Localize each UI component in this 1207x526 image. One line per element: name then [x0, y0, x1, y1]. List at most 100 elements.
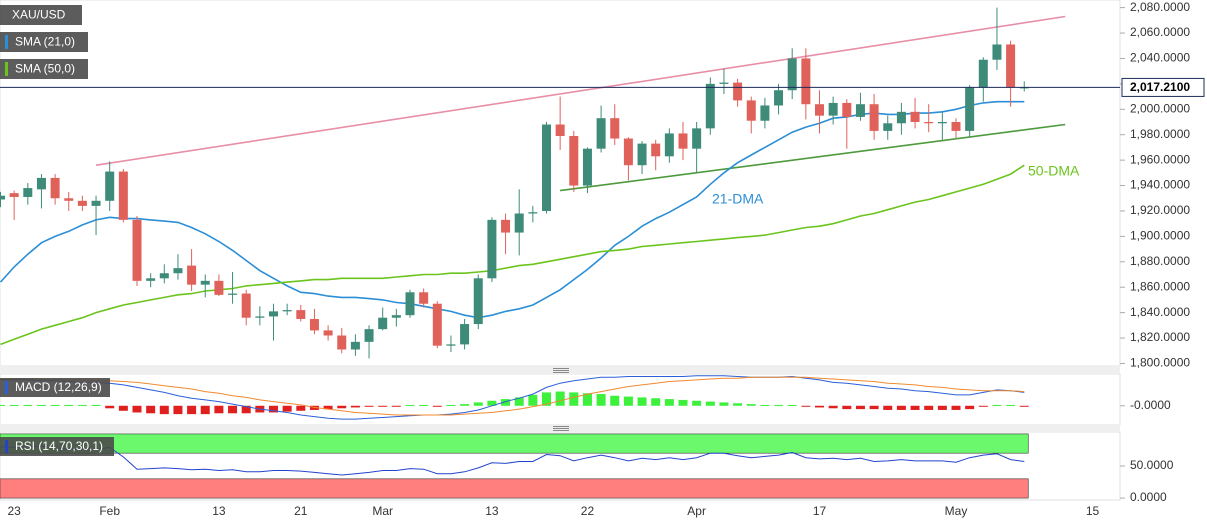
legend-box[interactable] [0, 5, 82, 25]
histogram-bar [842, 405, 852, 410]
legend-label: SMA (21,0) [15, 35, 75, 49]
y-tick-label: 2,080.0000 [1130, 0, 1190, 14]
y-tick-label: 50.0000 [1130, 458, 1174, 472]
candle-body [692, 128, 702, 149]
candle-body [77, 200, 87, 206]
candle-body [473, 278, 483, 325]
candle-body [801, 58, 811, 105]
histogram-bar [746, 404, 756, 406]
y-tick-label: 1,940.0000 [1130, 178, 1190, 192]
x-tick-label: 13 [212, 504, 226, 518]
candle-body [746, 100, 756, 121]
histogram-bar [623, 396, 633, 406]
candle-body [91, 200, 101, 206]
plot-area [0, 7, 1066, 499]
x-tick-label: Feb [99, 504, 120, 518]
histogram-bar [391, 405, 401, 407]
candle-body [173, 268, 183, 274]
histogram-bar [159, 405, 169, 415]
candle-body [992, 44, 1002, 60]
histogram-bar [282, 405, 292, 412]
histogram-bar [910, 405, 920, 410]
candle-body [719, 82, 729, 84]
histogram-bar [924, 405, 934, 410]
candle-body [23, 188, 33, 197]
candle-body [528, 212, 538, 214]
histogram-bar [610, 395, 620, 406]
histogram-bar [774, 404, 784, 406]
candle-body [9, 193, 19, 197]
histogram-bar [828, 405, 838, 409]
candle-body [896, 111, 906, 124]
candle-body [842, 102, 852, 117]
histogram-bar [705, 401, 715, 406]
histogram-bar [419, 404, 429, 406]
candle-body [255, 316, 265, 318]
histogram-bar [965, 405, 975, 410]
histogram-bar [719, 402, 729, 406]
candle-body [350, 341, 360, 350]
trendline [559, 123, 1066, 192]
histogram-bar [105, 405, 115, 409]
legend-label: XAU/USD [12, 8, 66, 22]
candle-body [733, 82, 743, 101]
candle-body [146, 278, 156, 281]
candle-body [364, 329, 374, 342]
histogram-bar [337, 405, 347, 409]
legend-box[interactable] [0, 378, 110, 397]
histogram-bar [801, 405, 811, 407]
histogram-bar [869, 405, 879, 410]
histogram-bar [269, 405, 278, 413]
candle-body [924, 122, 934, 124]
legend: XAU/USD SMA (21,0) SMA (50,0) MACD (12,2… [0, 5, 114, 456]
candle-body [555, 124, 565, 136]
y-tick-label: 1,840.0000 [1130, 305, 1190, 319]
legend-box[interactable] [0, 32, 88, 52]
histogram-bar [0, 404, 5, 406]
histogram-bar [23, 404, 33, 406]
histogram-bar [9, 404, 19, 406]
histogram-bar [514, 397, 524, 406]
histogram-bar [432, 405, 442, 407]
y-tick-label: 1,800.0000 [1130, 356, 1190, 370]
legend-marker [5, 440, 8, 453]
histogram-bar [91, 404, 101, 406]
sma-line [0, 100, 1025, 319]
candle-body [965, 87, 975, 131]
y-tick-label: 1,920.0000 [1130, 203, 1190, 217]
candle-body [296, 310, 306, 319]
histogram-bar [200, 405, 210, 415]
histogram-bar [378, 405, 388, 407]
macd-title: MACD (12,26,9) [15, 380, 102, 394]
y-tick-label: 0.0000 [1130, 490, 1167, 504]
candle-body [623, 138, 633, 166]
candle-body [282, 310, 292, 312]
histogram-bar [978, 405, 988, 407]
candle-body [787, 58, 797, 91]
price-panel [0, 0, 1121, 367]
candle-body [815, 104, 824, 116]
histogram-bar [637, 397, 647, 406]
rsi-band [0, 433, 1029, 454]
candle-body [241, 293, 251, 318]
candle-body [978, 59, 988, 88]
candle-body [323, 330, 333, 336]
candle-body [610, 118, 620, 139]
candle-body [828, 102, 838, 116]
candle-body [678, 133, 688, 149]
legend-box[interactable] [0, 59, 88, 79]
candle-body [446, 344, 456, 346]
histogram-bar [64, 404, 74, 406]
histogram-bar [473, 402, 483, 406]
x-tick-label: 15 [1086, 504, 1100, 518]
histogram-bar [855, 405, 865, 410]
candle-body [64, 198, 74, 201]
candle-body [391, 315, 401, 318]
legend-box[interactable] [0, 437, 114, 456]
x-tick-label: 23 [7, 504, 21, 518]
candle-body [637, 143, 647, 166]
candle-body [200, 280, 210, 285]
histogram-bar [36, 404, 46, 406]
histogram-bar [651, 398, 661, 406]
y-tick-label: 1,960.0000 [1130, 152, 1190, 166]
